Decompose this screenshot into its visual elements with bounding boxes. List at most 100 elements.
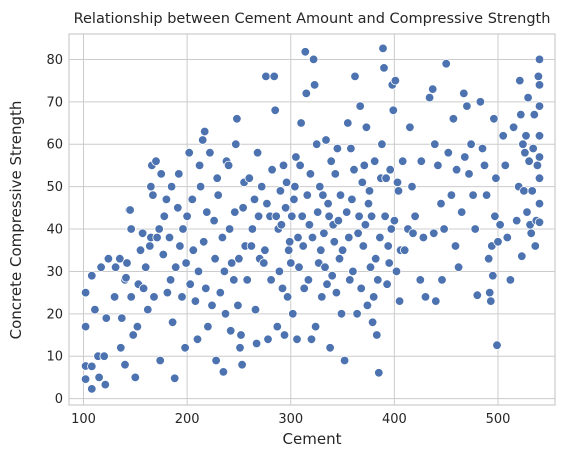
- data-point: [519, 186, 529, 196]
- data-point: [195, 181, 206, 192]
- data-point: [534, 198, 545, 209]
- data-point: [298, 241, 308, 251]
- data-point: [294, 262, 304, 272]
- data-point: [225, 326, 236, 336]
- data-point: [500, 160, 511, 171]
- data-point: [327, 271, 337, 281]
- data-point: [518, 139, 528, 149]
- data-point: [270, 105, 280, 116]
- grid-lines: [69, 34, 555, 405]
- data-point: [96, 262, 106, 272]
- data-point: [388, 105, 399, 116]
- data-point: [309, 80, 320, 90]
- data-point: [320, 262, 330, 272]
- data-point: [198, 237, 209, 247]
- data-point: [356, 283, 366, 294]
- data-point: [137, 228, 148, 239]
- data-point: [418, 232, 429, 243]
- data-point: [378, 43, 388, 54]
- data-point: [389, 215, 400, 226]
- data-point: [363, 198, 374, 209]
- data-point: [400, 245, 410, 255]
- data-point: [382, 279, 392, 289]
- data-point: [324, 211, 334, 222]
- data-point: [505, 275, 516, 285]
- data-point: [523, 92, 533, 103]
- data-point: [379, 63, 389, 73]
- data-point: [188, 245, 199, 255]
- data-point: [250, 304, 261, 315]
- data-point: [218, 367, 229, 377]
- data-point: [429, 228, 439, 239]
- data-point: [87, 384, 97, 394]
- data-point: [307, 232, 318, 243]
- data-point: [459, 88, 469, 99]
- data-point: [299, 283, 309, 294]
- data-point: [170, 262, 181, 272]
- data-point: [217, 232, 228, 243]
- data-point: [521, 131, 531, 141]
- data-point: [247, 224, 258, 234]
- data-point: [433, 160, 443, 171]
- y-tick-label: 70: [46, 95, 63, 110]
- data-point: [286, 258, 296, 268]
- data-point: [290, 181, 300, 192]
- data-point: [308, 54, 319, 65]
- data-point: [126, 224, 136, 234]
- data-point: [303, 275, 314, 285]
- data-point: [90, 304, 100, 315]
- data-point: [232, 114, 242, 124]
- data-point: [281, 177, 292, 188]
- data-point: [430, 139, 440, 149]
- data-point: [288, 309, 298, 319]
- plot-frame: [68, 33, 556, 406]
- data-point: [302, 190, 313, 200]
- data-point: [263, 334, 273, 345]
- data-point: [135, 245, 146, 255]
- data-point: [257, 181, 267, 192]
- data-point: [493, 237, 503, 247]
- data-point: [369, 292, 379, 302]
- data-point: [261, 71, 271, 82]
- data-point: [229, 275, 239, 285]
- data-point: [209, 215, 219, 226]
- data-point: [383, 241, 393, 251]
- data-point: [533, 71, 544, 82]
- data-point: [516, 109, 526, 120]
- data-point: [110, 262, 121, 272]
- data-point: [262, 198, 272, 209]
- data-point: [439, 224, 449, 234]
- data-point: [407, 181, 417, 192]
- data-point: [279, 330, 290, 340]
- data-point: [165, 275, 176, 285]
- data-point: [149, 292, 159, 302]
- y-tick-label: 10: [46, 350, 63, 365]
- data-point: [318, 190, 328, 200]
- data-point: [211, 355, 221, 366]
- data-point: [347, 194, 357, 205]
- data-point: [282, 292, 293, 302]
- data-point: [146, 181, 156, 192]
- data-point: [374, 368, 384, 378]
- data-point: [464, 169, 474, 179]
- data-point: [448, 114, 459, 124]
- data-point: [274, 266, 285, 277]
- data-point: [367, 317, 378, 328]
- data-point: [472, 290, 483, 300]
- data-point: [100, 379, 111, 390]
- data-point: [370, 156, 380, 166]
- data-point: [526, 228, 536, 239]
- data-point: [121, 273, 131, 283]
- data-point: [140, 262, 151, 272]
- data-point: [128, 330, 138, 340]
- data-point: [420, 292, 431, 302]
- data-point: [103, 254, 114, 264]
- data-point: [512, 215, 522, 226]
- data-point: [333, 215, 344, 226]
- data-point: [234, 254, 244, 264]
- data-point: [385, 164, 395, 175]
- data-point: [380, 211, 390, 222]
- data-point: [277, 283, 288, 294]
- data-point: [132, 321, 143, 332]
